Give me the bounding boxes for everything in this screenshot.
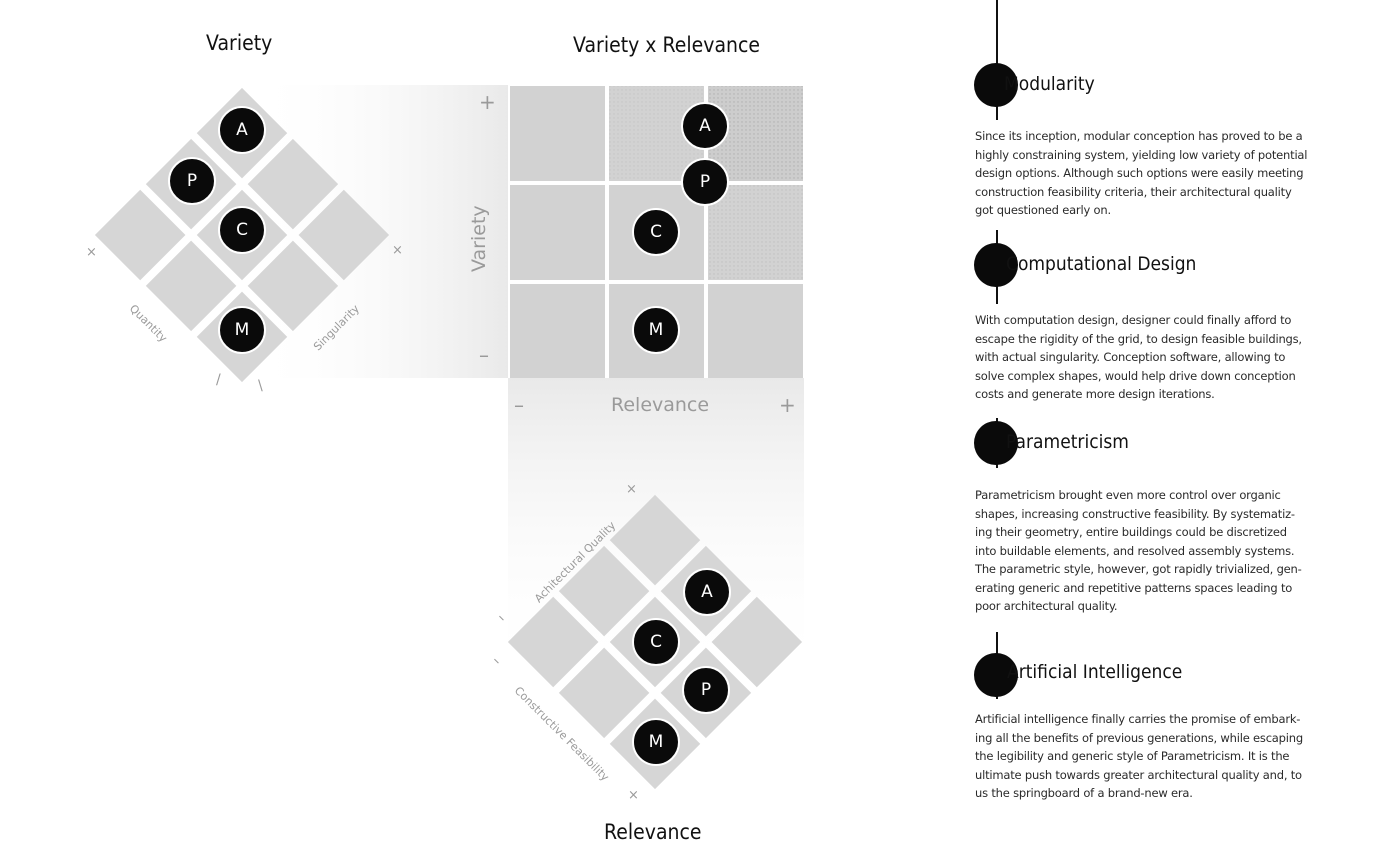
constructive-feasibility-max-tick: × [628,788,639,803]
variety-relevance-title: Variety x Relevance [573,33,761,57]
marker-c-matrix: C [632,208,680,256]
timeline-dot [974,243,1018,287]
timeline-heading-parametricism: Parametricism [1006,431,1129,453]
relevance-minus-tick: – [514,393,524,417]
timeline-heading-artificial-intelligence: Artificial Intelligence [1007,661,1183,683]
matrix-cell [708,284,803,378]
relevance-title: Relevance [604,820,702,844]
timeline-dot [974,421,1018,465]
timeline-text-parametricism: Parametricism brought even more control … [975,488,1302,613]
architectural-quality-max-tick: × [626,482,637,497]
marker-a-variety: A [218,106,266,154]
marker-m-relevance: M [632,718,680,766]
quantity-max-tick: × [86,245,97,260]
marker-c-relevance: C [632,618,680,666]
matrix-cell [510,86,605,181]
timeline-text-modularity: Since its inception, modular conception … [975,129,1308,217]
marker-p-relevance: P [682,666,730,714]
marker-c-variety: C [218,206,266,254]
variety-axis-label: Variety [468,205,490,272]
singularity-min-tick: / [258,378,263,394]
relevance-axis-label: Relevance [611,394,710,416]
matrix-cell [510,185,605,280]
variety-plus-tick: + [479,90,496,114]
matrix-cell [510,284,605,378]
timeline-text-computational-design: With computation design, designer could … [975,313,1302,401]
variety-minus-tick: – [479,343,489,367]
singularity-max-tick: × [392,243,403,258]
quantity-min-tick: / [216,372,221,388]
marker-a-matrix: A [681,102,729,150]
timeline-text-artificial-intelligence: Artificial intelligence finally carries … [975,712,1303,800]
marker-a-relevance: A [683,568,731,616]
marker-m-variety: M [218,306,266,354]
marker-m-matrix: M [632,306,680,354]
variety-title: Variety [206,31,273,55]
relevance-plus-tick: + [779,393,796,417]
timeline-dot [974,63,1018,107]
timeline-line [996,0,998,120]
marker-p-variety: P [168,157,216,205]
marker-p-matrix: P [681,158,729,206]
timeline-heading-modularity: Modularity [1004,73,1095,95]
timeline-dot [974,653,1018,697]
timeline-heading-computational-design: Computational Design [1006,253,1197,275]
